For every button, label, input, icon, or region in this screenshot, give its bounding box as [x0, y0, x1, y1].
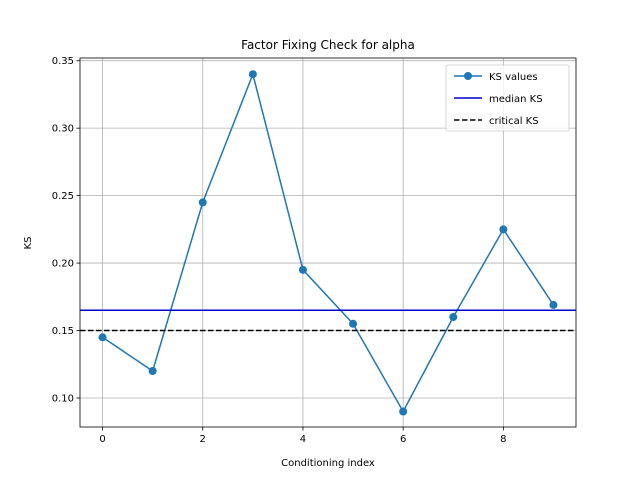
series-layer [80, 70, 576, 416]
y-tick-label: 0.35 [52, 56, 74, 67]
legend-label: median KS [489, 94, 543, 105]
ks-values-line [102, 71, 555, 414]
y-tick-label: 0.15 [52, 326, 74, 337]
ks-value-point [399, 407, 408, 416]
x-tick-label: 6 [400, 434, 406, 445]
ks-value-point [98, 333, 107, 342]
ks-value-point [248, 70, 257, 79]
legend: KS values median KS critical KS [445, 64, 570, 132]
y-tick-label: 0.20 [52, 259, 74, 270]
legend-label: KS values [489, 72, 538, 83]
x-tick-label: 8 [500, 434, 506, 445]
ks-value-point [549, 300, 558, 309]
plot-frame [79, 57, 577, 428]
legend-label: critical KS [489, 116, 539, 127]
x-ticks: 0 2 4 6 8 [99, 427, 507, 445]
ks-value-point [449, 313, 458, 322]
ks-value-point [148, 367, 157, 376]
legend-swatch-marker [464, 72, 472, 80]
y-tick-label: 0.25 [52, 191, 74, 202]
legend-box [445, 64, 570, 132]
y-tick-label: 0.10 [52, 393, 74, 404]
x-tick-label: 2 [200, 434, 206, 445]
ks-value-point [198, 198, 207, 207]
ks-value-point [298, 265, 307, 274]
x-tick-label: 4 [300, 434, 306, 445]
ks-value-point [499, 225, 508, 234]
ks-value-point [349, 319, 358, 328]
y-tick-label: 0.30 [52, 124, 74, 135]
y-ticks: 0.10 0.15 0.20 0.25 0.30 0.35 [52, 56, 80, 404]
x-axis-label: Conditioning index [281, 458, 375, 469]
x-tick-label: 0 [99, 434, 105, 445]
y-axis-label: KS [23, 237, 34, 250]
chart-title: Factor Fixing Check for alpha [241, 38, 415, 52]
